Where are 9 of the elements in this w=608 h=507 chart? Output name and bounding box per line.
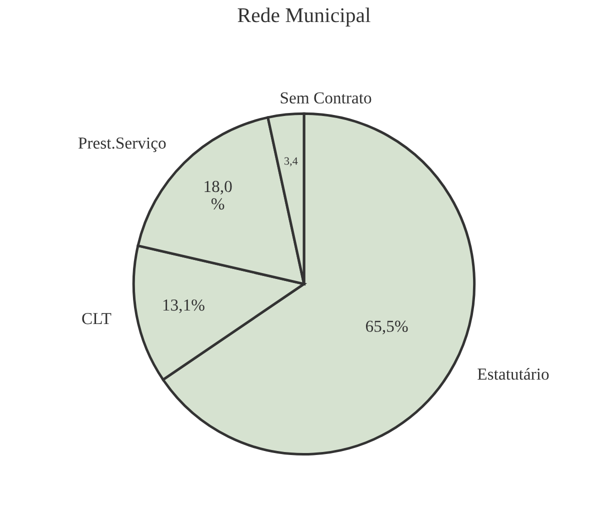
data-label: 13,1% bbox=[163, 299, 204, 314]
slice-label: Prest.Serviço bbox=[78, 138, 166, 152]
slice-label: Sem Contrato bbox=[280, 92, 372, 104]
chart-title: Rede Municipal bbox=[238, 8, 370, 26]
data-label: 18,0 % bbox=[204, 180, 232, 210]
slice-label: Estatutário bbox=[478, 368, 549, 380]
data-label: 65,5% bbox=[366, 320, 408, 334]
data-label: 3,4 bbox=[284, 157, 298, 166]
slice-label: CLT bbox=[82, 312, 112, 324]
